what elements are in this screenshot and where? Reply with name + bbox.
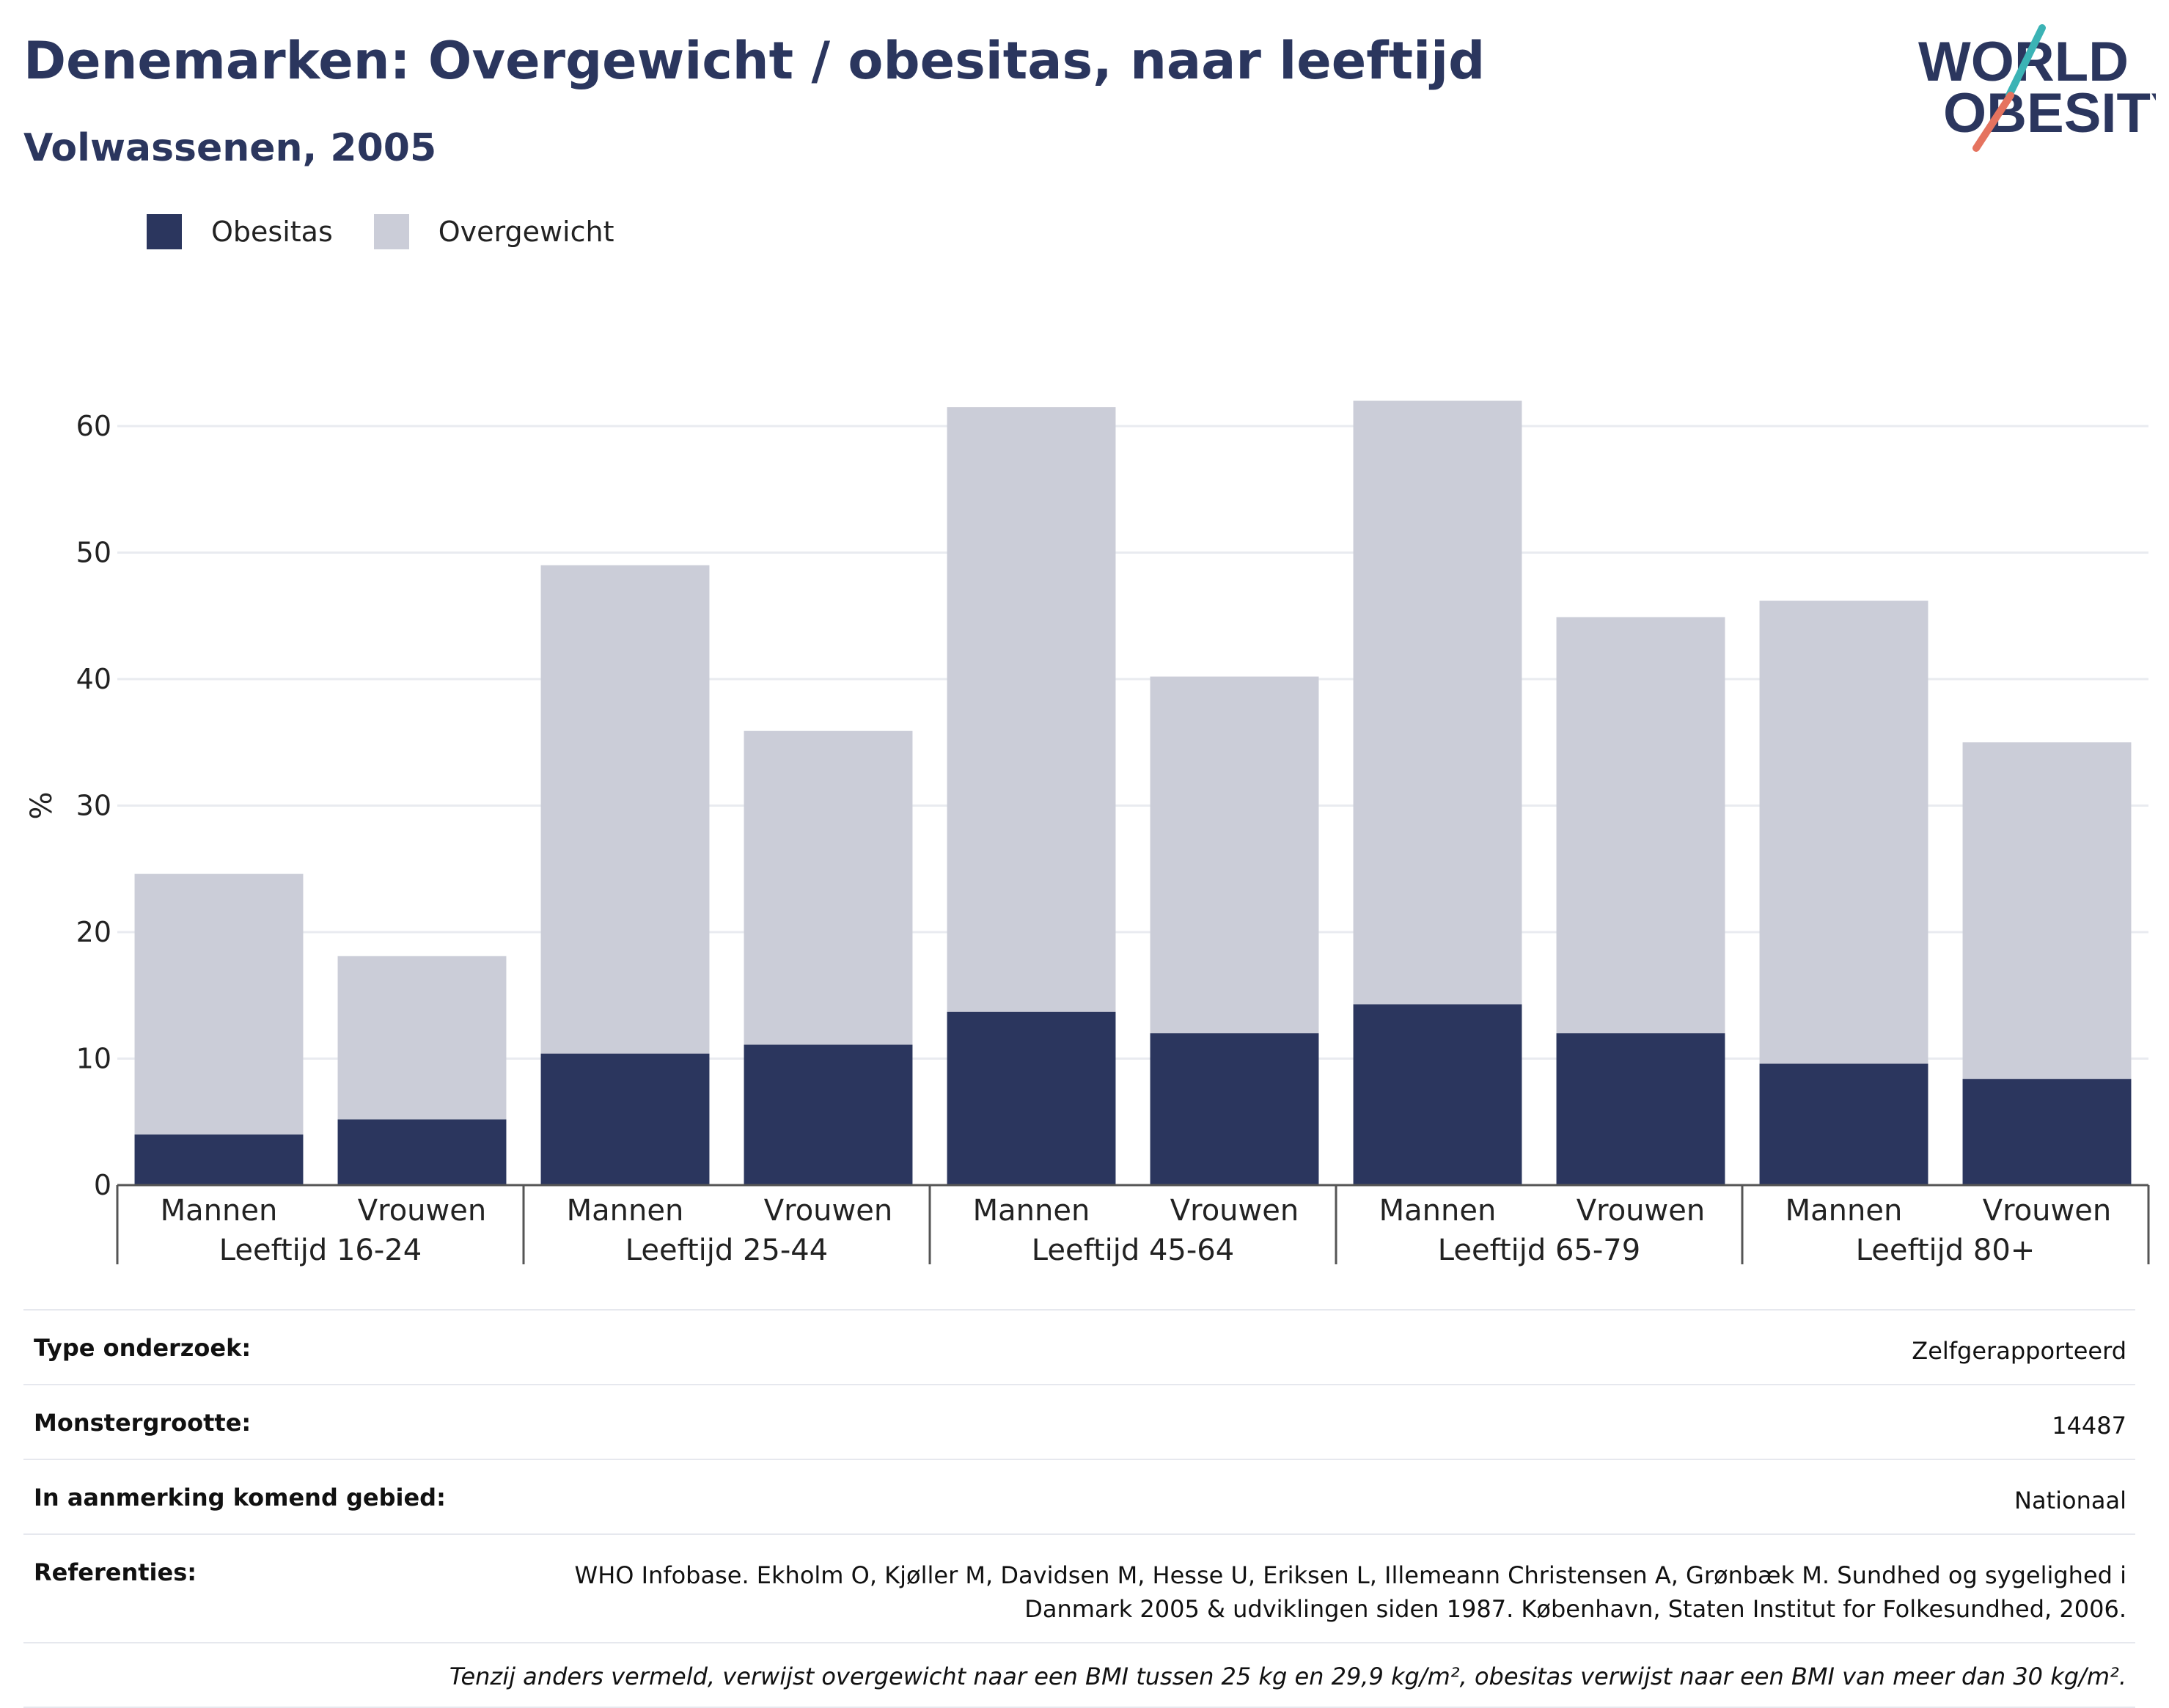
world-obesity-logo: WORLD OBESITY [1918, 24, 2156, 152]
bmi-definition-note: Tenzij anders vermeld, verwijst overgewi… [23, 1642, 2135, 1708]
legend-swatch-obesitas [147, 214, 182, 249]
y-tick-label: 40 [76, 663, 111, 695]
bar-obesitas [134, 1135, 304, 1185]
x-tick-label: Vrouwen [764, 1194, 892, 1228]
info-value-area: Nationaal [2014, 1487, 2126, 1514]
legend: Obesitas Overgewicht [147, 214, 656, 249]
info-row-references: Referenties: WHO Infobase. Ekholm O, Kjø… [23, 1533, 2135, 1642]
bar-obesitas [744, 1044, 913, 1185]
x-tick-label: Vrouwen [358, 1194, 486, 1228]
info-table: Type onderzoek: Zelfgerapporteerd Monste… [23, 1309, 2135, 1708]
x-tick-label: Vrouwen [1983, 1194, 2111, 1228]
info-row-sample-size: Monstergrootte: 14487 [23, 1384, 2135, 1459]
group-label: Leeftijd 45-64 [1032, 1234, 1234, 1267]
info-row-type: Type onderzoek: Zelfgerapporteerd [23, 1309, 2135, 1384]
bar-overgewicht [1150, 676, 1319, 1033]
info-value-type: Zelfgerapporteerd [1912, 1337, 2126, 1365]
group-label: Leeftijd 80+ [1856, 1234, 2036, 1267]
info-label-type: Type onderzoek: [34, 1334, 252, 1362]
logo-line-obesity: OBESITY [1943, 82, 2156, 144]
group-label: Leeftijd 16-24 [219, 1234, 422, 1267]
group-label: Leeftijd 65-79 [1438, 1234, 1640, 1267]
x-tick-label: Vrouwen [1577, 1194, 1705, 1228]
x-tick-label: Mannen [973, 1194, 1090, 1228]
group-label: Leeftijd 25-44 [625, 1234, 828, 1267]
y-tick-label: 0 [94, 1169, 111, 1201]
logo-slash-coral [1972, 92, 2014, 152]
bar-overgewicht [947, 407, 1116, 1012]
y-tick-label: 30 [76, 790, 111, 822]
bar-obesitas [337, 1119, 507, 1185]
bar-overgewicht [1353, 400, 1522, 1005]
x-tick-label: Mannen [1379, 1194, 1497, 1228]
info-value-references: WHO Infobase. Ekholm O, Kjøller M, David… [574, 1561, 2126, 1623]
x-tick-label: Vrouwen [1170, 1194, 1299, 1228]
bar-overgewicht [337, 956, 507, 1120]
bar-overgewicht [1759, 601, 1928, 1064]
chart-title: Denemarken: Overgewicht / obesitas, naar… [23, 31, 1486, 91]
bar-obesitas [1556, 1033, 1725, 1185]
legend-item-overgewicht[interactable]: Overgewicht [373, 214, 614, 249]
bar-obesitas [1353, 1004, 1522, 1185]
y-tick-label: 10 [76, 1043, 111, 1075]
legend-item-obesitas[interactable]: Obesitas [147, 214, 333, 249]
x-tick-label: Mannen [567, 1194, 684, 1228]
bar-obesitas [1150, 1033, 1319, 1185]
stacked-bar-chart: 0 10 20 30 40 50 60% Mannen Vrouwen Mannen Vrouwen… [25, 400, 2150, 1267]
info-label-references: Referenties: [34, 1558, 197, 1586]
logo-slash-teal [2005, 24, 2046, 99]
info-label-sample-size: Monstergrootte: [34, 1409, 252, 1437]
bar-overgewicht [1556, 617, 1725, 1033]
bar-overgewicht [134, 873, 304, 1135]
y-tick-label: 20 [76, 916, 111, 948]
bar-obesitas [1962, 1079, 2132, 1185]
info-row-area: In aanmerking komend gebied: Nationaal [23, 1459, 2135, 1533]
bar-overgewicht [744, 730, 913, 1045]
y-axis-label: % [25, 791, 59, 819]
legend-label-obesitas: Obesitas [211, 216, 333, 248]
y-tick-label: 50 [76, 537, 111, 569]
legend-label-overgewicht: Overgewicht [438, 216, 614, 248]
chart-subtitle: Volwassenen, 2005 [23, 126, 437, 170]
info-value-sample-size: 14487 [2052, 1412, 2126, 1440]
legend-swatch-overgewicht [373, 214, 409, 249]
bar-obesitas [1759, 1063, 1928, 1185]
bar-overgewicht [540, 565, 710, 1054]
y-tick-label: 60 [76, 410, 111, 442]
bar-obesitas [540, 1053, 710, 1185]
x-tick-label: Mannen [161, 1194, 278, 1228]
x-tick-label: Mannen [1786, 1194, 1903, 1228]
bar-obesitas [947, 1011, 1116, 1185]
bar-overgewicht [1962, 742, 2132, 1080]
info-label-area: In aanmerking komend gebied: [34, 1484, 446, 1511]
